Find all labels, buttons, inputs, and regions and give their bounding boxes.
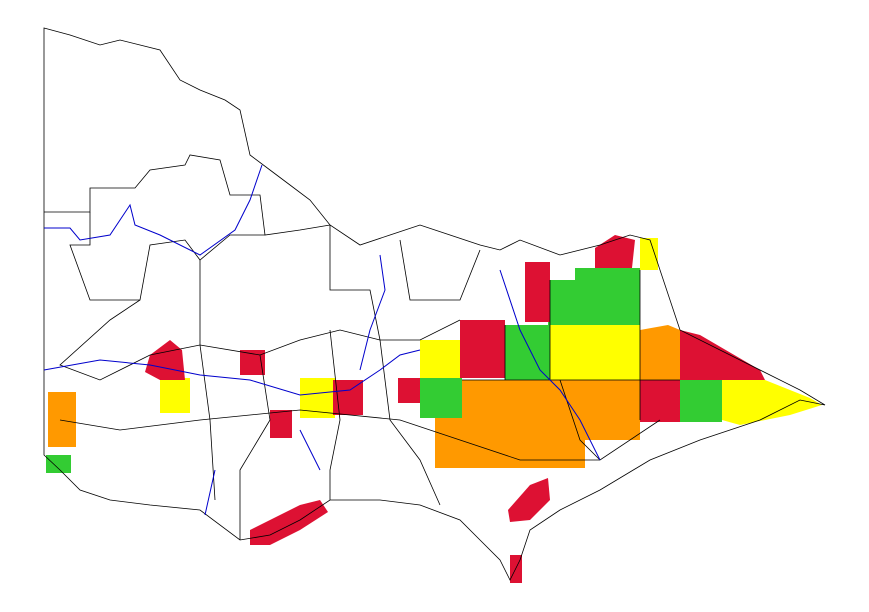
red-region — [508, 478, 550, 522]
orange-region — [435, 418, 585, 468]
green-region — [575, 268, 640, 325]
red-region — [250, 500, 328, 545]
red-region — [640, 380, 680, 422]
red-region — [270, 410, 292, 438]
yellow-region — [640, 238, 658, 270]
red-region — [460, 320, 505, 378]
red-region — [333, 380, 363, 415]
green-region — [680, 380, 722, 422]
river — [43, 349, 421, 396]
yellow-region — [160, 378, 190, 413]
green-region — [548, 280, 578, 325]
boundary — [462, 270, 680, 461]
rivers — [43, 164, 601, 516]
boundary — [69, 212, 265, 301]
boundary — [199, 260, 441, 540]
green-region — [420, 378, 462, 418]
boundaries — [44, 154, 680, 540]
boundary — [59, 225, 661, 461]
state-outline — [43, 27, 826, 581]
red-region — [145, 340, 185, 380]
yellow-region — [722, 380, 822, 425]
river — [44, 164, 263, 256]
yellow-region — [300, 378, 335, 418]
green-region — [505, 325, 550, 380]
orange-region — [640, 325, 680, 380]
red-region — [680, 330, 765, 380]
red-region — [525, 262, 550, 322]
orange-region — [48, 392, 76, 447]
river — [204, 254, 601, 516]
boundary — [59, 299, 461, 381]
green-region — [46, 455, 71, 473]
yellow-region — [420, 340, 460, 378]
red-region — [398, 378, 420, 403]
boundary — [44, 154, 331, 236]
yellow-region — [550, 325, 640, 380]
fill-regions — [46, 235, 822, 583]
